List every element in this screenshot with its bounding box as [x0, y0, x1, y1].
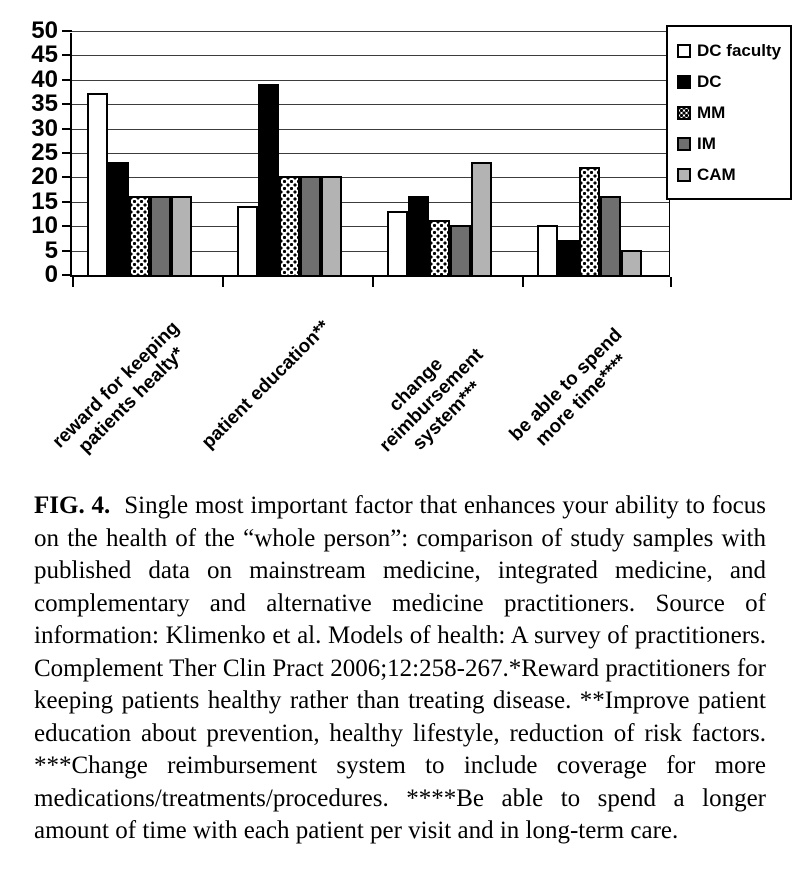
gridline [72, 104, 669, 106]
bar-mm-cat4 [579, 166, 600, 275]
x-axis-tick [522, 277, 524, 287]
x-axis-tick [372, 277, 374, 287]
legend-label-im: IM [697, 133, 716, 153]
bar-mm-cat2 [279, 176, 300, 275]
bar-group [372, 33, 522, 275]
bar-dc-cat2 [258, 83, 279, 275]
bar-dc-cat1 [108, 161, 129, 275]
bar-im-cat1 [150, 195, 171, 275]
bar-group [72, 33, 222, 275]
y-tick-label: 25 [31, 139, 58, 166]
legend-item-dc: DC [677, 66, 786, 97]
bar-chart: 0 5 10 15 20 25 30 35 40 45 50 reward for keeping p… [31, 18, 792, 457]
bar-cam-cat1 [171, 195, 192, 275]
plot-area: 0 5 10 15 20 25 30 35 40 45 50 reward for keeping p… [31, 18, 672, 457]
y-tick-label: 50 [31, 17, 58, 44]
y-tick-label: 15 [31, 187, 58, 215]
y-tick-label: 10 [31, 212, 58, 240]
y-tick-label: 0 [44, 261, 58, 288]
bar-im-cat3 [450, 225, 471, 275]
bar-cam-cat3 [471, 161, 492, 275]
legend-label-mm: MM [697, 102, 726, 122]
bar-dc-cat4 [558, 239, 579, 275]
bar-cam-cat4 [621, 249, 642, 275]
gridline [72, 177, 669, 179]
gridline [72, 128, 669, 130]
y-axis-tick [62, 54, 72, 57]
legend-item-cam: CAM [677, 159, 786, 190]
x-axis-tick [222, 277, 224, 287]
y-tick-label: 5 [44, 236, 58, 264]
bar-group [222, 33, 372, 275]
legend-item-im: IM [677, 128, 786, 159]
legend-swatch-dc [677, 74, 691, 89]
gridline [72, 226, 669, 228]
bar-cam-cat2 [321, 176, 342, 275]
legend-label-dc-faculty: DC faculty [697, 40, 782, 60]
caption-fig-label: FIG. 4. [34, 492, 111, 519]
legend-swatch-cam [677, 167, 691, 182]
y-axis-tick [62, 200, 72, 203]
bar-mm-cat3 [429, 220, 450, 275]
y-tick-label: 40 [31, 65, 58, 93]
y-tick-label: 45 [31, 41, 58, 69]
x-axis-tick [670, 277, 672, 287]
legend-swatch-mm [677, 105, 691, 120]
caption-text: Single most important factor that enhanc… [34, 492, 766, 844]
bar-dc-cat3 [408, 195, 429, 275]
bar-group [522, 33, 672, 275]
x-axis-tick [72, 277, 74, 287]
gridline [72, 55, 669, 57]
y-axis-tick [62, 274, 72, 276]
legend-label-cam: CAM [697, 164, 736, 184]
legend-item-mm: MM [677, 97, 786, 128]
y-axis-tick [62, 103, 72, 106]
gridline [72, 250, 669, 252]
y-axis-tick [62, 249, 72, 252]
legend-label-dc: DC [697, 71, 722, 91]
y-tick-label: 20 [31, 163, 58, 191]
bar-mm-cat1 [129, 195, 150, 275]
figure-caption: FIG. 4. Single most important factor that… [34, 490, 766, 848]
gridline [72, 153, 669, 154]
legend-swatch-dc-faculty [677, 43, 691, 58]
legend-swatch-im [677, 136, 691, 151]
bar-dc-faculty-cat3 [387, 210, 408, 275]
legend-item-dc-faculty: DC faculty [677, 35, 786, 66]
legend: DC faculty DC MM IM CAM [666, 25, 792, 200]
bar-im-cat4 [600, 195, 621, 275]
y-axis-tick [62, 78, 72, 81]
y-tick-label: 30 [31, 114, 58, 142]
y-axis-tick [62, 127, 72, 130]
gridline [72, 201, 669, 203]
y-tick-label: 35 [31, 90, 58, 118]
bar-dc-faculty-cat1 [87, 93, 108, 275]
bar-dc-faculty-cat2 [237, 205, 258, 275]
gridline [72, 31, 669, 32]
gridline [72, 79, 669, 81]
bar-im-cat2 [300, 176, 321, 275]
y-axis-tick [62, 30, 72, 32]
y-axis-tick [62, 152, 72, 154]
bar-dc-faculty-cat4 [537, 225, 558, 275]
y-axis-tick [62, 176, 72, 179]
y-axis-tick [62, 225, 72, 228]
